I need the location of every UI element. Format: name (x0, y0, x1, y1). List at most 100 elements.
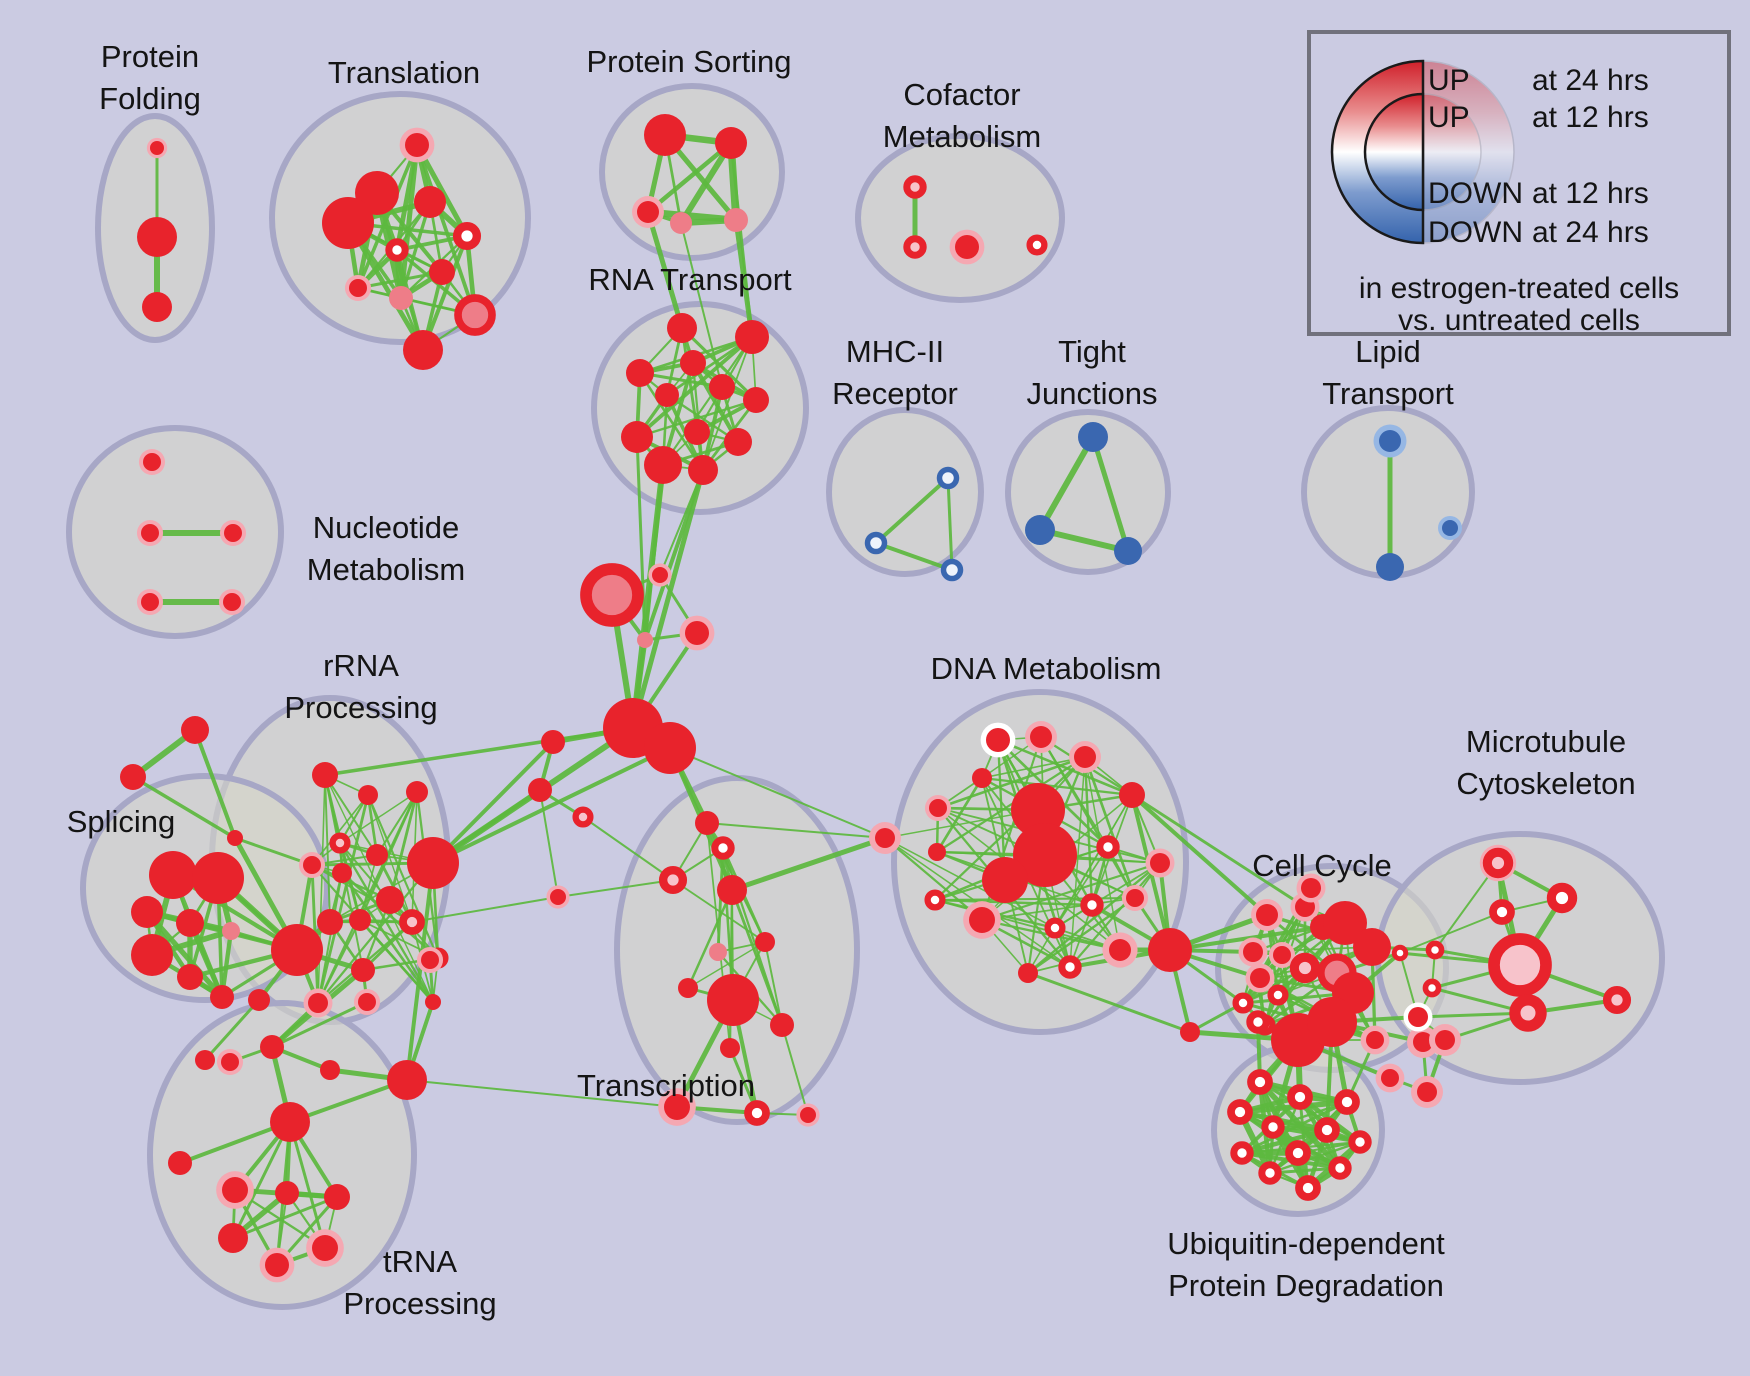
node-tn12 (387, 1060, 427, 1100)
edge (645, 209, 685, 331)
node-pf1 (146, 137, 168, 159)
node-sp7 (177, 964, 203, 990)
node-cr1 (1391, 944, 1409, 962)
node-shape (550, 889, 566, 905)
node-shape (664, 1094, 690, 1120)
node-shape (1422, 978, 1442, 998)
node-shape (621, 421, 653, 453)
node-sp5 (222, 922, 240, 940)
node-shape (1247, 1069, 1273, 1095)
edge (1399, 911, 1503, 954)
node-dm14 (1080, 893, 1104, 917)
node-shape (982, 857, 1028, 903)
node-shape (1026, 234, 1048, 256)
node-mc8 (1602, 985, 1632, 1015)
node-shape (227, 830, 243, 846)
edge (431, 740, 555, 865)
web-edge (764, 941, 783, 1026)
node-lt2 (1376, 553, 1404, 581)
node-bc2 (1180, 1022, 1200, 1042)
node-shape (1314, 1117, 1340, 1143)
node-shape (644, 722, 696, 774)
web-edge (996, 738, 1134, 797)
node-shape (1227, 1099, 1253, 1125)
node-shape (711, 836, 735, 860)
legend-time-label: at 12 hrs (1532, 177, 1649, 210)
legend-direction-label: UP (1428, 101, 1470, 134)
cluster-label-ub: Ubiquitin-dependent Protein Degradation (1167, 1226, 1445, 1303)
node-shape (986, 728, 1010, 752)
legend-direction-label: DOWN (1428, 177, 1523, 210)
node-shape (1417, 1082, 1437, 1102)
edge (946, 476, 954, 572)
node-cm4 (1026, 234, 1048, 256)
node-shape (685, 621, 709, 645)
web-edge (980, 861, 1162, 922)
cluster-label-line: Translation (328, 55, 480, 90)
node-shape (1328, 1156, 1352, 1180)
node-shape (936, 466, 960, 490)
node-shape (1366, 1031, 1384, 1049)
node-cc11 (1267, 984, 1289, 1006)
node-r10 (724, 428, 752, 456)
node-dm17 (924, 889, 946, 911)
node-r1 (667, 313, 697, 343)
node-dm12 (1096, 835, 1120, 859)
web-edge (665, 393, 740, 444)
node-shape (1323, 901, 1367, 945)
node-shape (275, 1181, 299, 1205)
web-edge (311, 794, 369, 866)
cluster-label-line: Cytoskeleton (1456, 766, 1635, 801)
node-sp3 (131, 896, 163, 928)
node-shape (580, 563, 644, 627)
node-shape (405, 133, 429, 157)
node-cc12 (1232, 992, 1254, 1014)
node-shape (407, 837, 459, 889)
node-shape (312, 1235, 338, 1261)
node-dm10 (1013, 823, 1077, 887)
node-shape (349, 279, 367, 297)
node-sp8 (210, 985, 234, 1009)
web-edge (687, 941, 766, 989)
node-tn2 (168, 1151, 192, 1175)
web-edge (1069, 756, 1086, 968)
edge (323, 726, 635, 777)
web-edge (415, 143, 477, 317)
node-shape (332, 863, 352, 883)
node-tn14 (416, 946, 444, 974)
node-ts13 (796, 1103, 820, 1127)
node-shape (1080, 893, 1104, 917)
web-edge (981, 756, 1086, 779)
web-edge (933, 898, 1094, 907)
node-h1 (580, 563, 644, 627)
node-shape (1442, 520, 1458, 536)
node-ts10 (720, 1038, 740, 1058)
node-shape (955, 235, 979, 259)
node-rr6 (366, 844, 388, 866)
node-ub2 (1287, 1084, 1313, 1110)
node-sp10 (248, 989, 270, 1011)
node-shape (317, 909, 343, 935)
web-edge (933, 896, 1137, 902)
node-shape (221, 1053, 239, 1071)
node-shape (1044, 917, 1066, 939)
cluster-label-line: Metabolism (883, 119, 1042, 154)
node-rr12 (399, 909, 425, 935)
node-shape (168, 1151, 192, 1175)
node-ts1 (695, 811, 719, 835)
node-shape (1301, 878, 1321, 898)
node-pf3 (142, 292, 172, 322)
web-edge (367, 794, 413, 923)
edge (630, 467, 706, 731)
node-r3 (626, 359, 654, 387)
node-shape (349, 909, 371, 931)
node-tn11 (320, 1060, 340, 1080)
node-sp11 (195, 1050, 215, 1070)
node-shape (743, 387, 769, 413)
node-bs (546, 885, 570, 909)
node-rr10 (317, 909, 343, 935)
label-layer: Protein Folding Translation Protein Sorting… (67, 39, 1636, 1321)
web-edge (324, 774, 331, 923)
node-ps1 (644, 114, 686, 156)
